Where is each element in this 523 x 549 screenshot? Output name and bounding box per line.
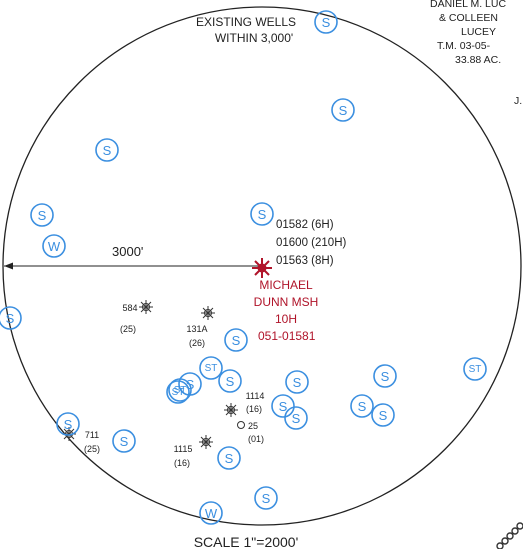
svg-text:25: 25 (248, 421, 258, 431)
corner-fragment: J. (514, 95, 522, 107)
permit-2: 01600 (210H) (276, 237, 346, 249)
svg-text:131A: 131A (186, 324, 207, 334)
svg-text:(26): (26) (189, 338, 205, 348)
radius-label: 3000' (112, 244, 143, 259)
svg-text:S: S (103, 143, 112, 158)
symbol-s-icon: S (371, 403, 395, 427)
svg-text:S: S (232, 333, 241, 348)
svg-text:584: 584 (122, 303, 137, 313)
radius-arrowhead (4, 262, 13, 270)
svg-text:S: S (292, 411, 301, 426)
symbol-s-icon: S (112, 429, 136, 453)
owner-line-5: 33.88 AC. (455, 54, 501, 66)
radius-circle (2, 6, 522, 526)
svg-text:S: S (120, 434, 129, 449)
subject-well-icon (252, 258, 272, 278)
well-marker-131a: 131A (26) (186, 306, 215, 348)
subject-api: 051-01581 (258, 329, 316, 343)
well-marker-1114: 1114 (16) (224, 391, 264, 417)
svg-text:(25): (25) (84, 444, 100, 454)
svg-text:S: S (226, 374, 235, 389)
symbol-s-icon: S (254, 486, 278, 510)
well-marker-1115: 1115 (16) (174, 435, 213, 468)
svg-text:(25): (25) (120, 324, 136, 334)
symbol-w-icon: W (199, 501, 223, 525)
svg-text:S: S (258, 207, 267, 222)
symbol-s-icon: S (373, 364, 397, 388)
svg-text:S: S (262, 491, 271, 506)
symbol-s-icon: S (250, 202, 274, 226)
scale-label: SCALE 1"=2000' (194, 534, 299, 549)
title-line-2: WITHIN 3,000' (215, 31, 293, 45)
symbol-s-icon: S (95, 138, 119, 162)
title-line-1: EXISTING WELLS (196, 15, 296, 29)
svg-text:711: 711 (85, 430, 99, 440)
symbol-s-icon: S (30, 203, 54, 227)
svg-text:(01): (01) (248, 434, 264, 444)
symbol-st-icon: ST (463, 357, 487, 381)
symbol-s-icon: S (218, 369, 242, 393)
svg-text:S: S (225, 451, 234, 466)
owner-line-1: DANIEL M. LUC (430, 0, 506, 10)
symbol-st-icon: ST (168, 378, 192, 402)
svg-text:S: S (279, 399, 288, 414)
symbol-w-icon: W (42, 234, 66, 258)
symbol-s-icon: S (224, 328, 248, 352)
svg-text:(16): (16) (246, 404, 262, 414)
svg-text:1115: 1115 (174, 444, 193, 454)
owner-line-2: & COLLEEN (439, 12, 498, 24)
svg-text:S: S (339, 103, 348, 118)
svg-text:S: S (381, 369, 390, 384)
svg-text:(16): (16) (174, 458, 190, 468)
symbol-st-icon: ST (199, 356, 223, 380)
svg-text:ST: ST (174, 385, 187, 396)
symbol-s-icon: S (0, 306, 22, 330)
svg-text:W: W (205, 506, 218, 521)
symbol-s-icon: S (217, 446, 241, 470)
symbol-s-icon: S (271, 394, 295, 418)
subject-name-3: 10H (275, 312, 297, 326)
chain-mark-icon (496, 522, 523, 549)
svg-text:S: S (38, 208, 47, 223)
permit-3: 01563 (8H) (276, 255, 334, 267)
symbol-s-icon: S (331, 98, 355, 122)
symbol-s-icon: S (285, 370, 309, 394)
svg-text:S: S (293, 375, 302, 390)
svg-text:S: S (6, 311, 15, 326)
owner-line-4: T.M. 03-05- (437, 40, 491, 52)
symbol-s-icon: S (284, 406, 308, 430)
subject-name-1: MICHAEL (259, 278, 313, 292)
svg-text:S: S (64, 417, 73, 432)
svg-text:W: W (48, 239, 61, 254)
svg-text:1114: 1114 (246, 391, 265, 401)
svg-text:ST: ST (469, 364, 482, 375)
svg-text:S: S (358, 399, 367, 414)
svg-text:ST: ST (172, 387, 185, 398)
symbol-st-icon: ST (166, 380, 190, 404)
owner-line-3: LUCEY (461, 26, 496, 38)
symbol-s-icon: S (350, 394, 374, 418)
permit-1: 01582 (6H) (276, 219, 334, 231)
svg-text:ST: ST (205, 363, 218, 374)
well-marker-584: 584 (25) (120, 300, 153, 334)
well-marker-25: 25 (01) (237, 421, 264, 444)
svg-text:S: S (322, 15, 331, 30)
svg-text:S: S (379, 408, 388, 423)
subject-name-2: DUNN MSH (254, 295, 319, 309)
symbol-s-icon: S (314, 10, 338, 34)
symbol-s-icon: S (56, 412, 80, 436)
